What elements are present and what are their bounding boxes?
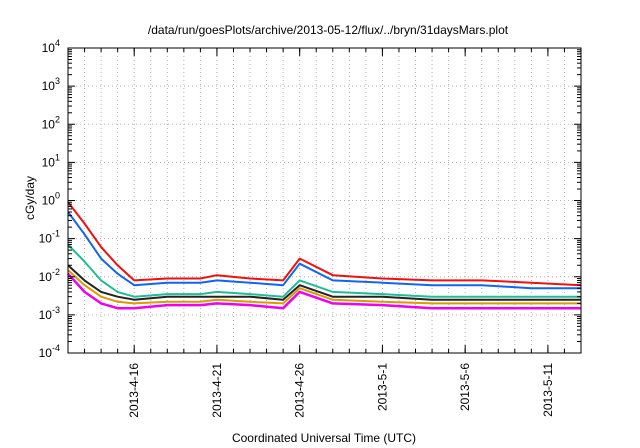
series-layer [67,201,582,310]
chart-title: /data/run/goesPlots/archive/2013-05-12/f… [148,23,509,37]
grid [68,48,581,353]
y-axis-label: cGy/day [23,176,37,220]
y-tick-label: 101 [42,152,60,169]
x-tick-label: 2013-4-26 [293,363,307,418]
series-line [67,269,581,305]
series-line [67,243,581,298]
y-tick-label: 10-1 [39,229,60,246]
series-line [67,264,581,301]
x-tick-label: 2013-5-1 [375,363,389,411]
y-tick-label: 100 [42,191,60,208]
x-tick-label: 2013-5-11 [541,363,555,417]
axes: 10-4 10-3 10-2 10-1 100 101 102 103 104 2013-4-16… [39,38,581,418]
series-line [67,272,581,310]
y-tick-label: 10-3 [39,305,60,322]
y-tick-label: 10-2 [39,267,60,284]
x-tick-label: 2013-4-16 [127,363,141,418]
series-line [67,201,582,287]
y-tick-label: 102 [42,114,60,131]
x-tick-label: 2013-5-6 [458,363,472,411]
y-tick-label: 10-4 [39,343,60,360]
y-tick-label: 104 [42,38,60,55]
y-tick-label: 103 [42,76,60,93]
series-line [67,211,581,290]
x-tick-label: 2013-4-21 [210,363,224,418]
x-axis-label: Coordinated Universal Time (UTC) [232,431,416,445]
